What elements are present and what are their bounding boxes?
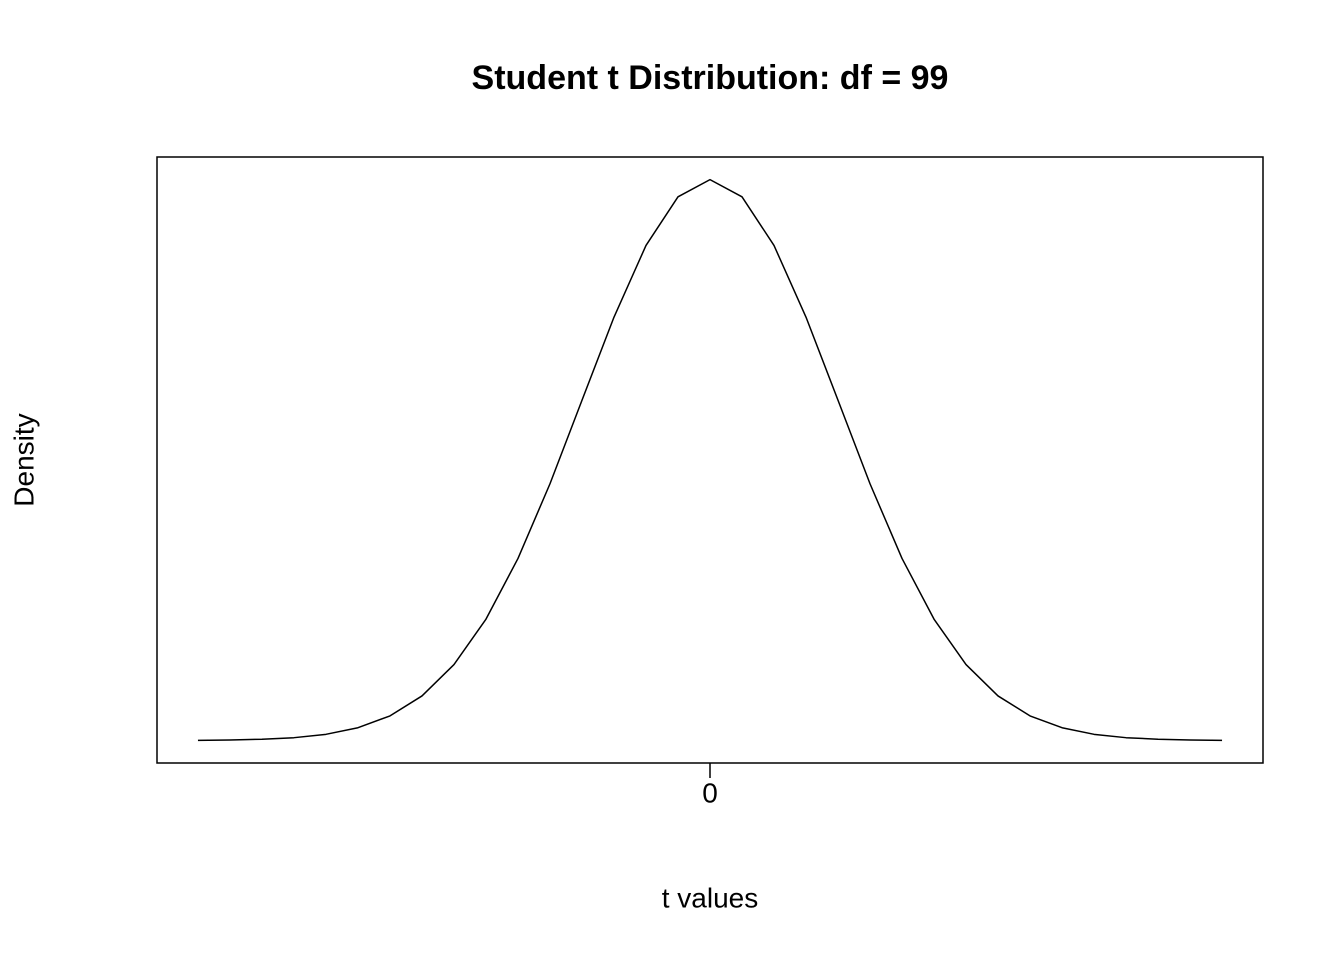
chart-title: Student t Distribution: df = 99 [472,59,949,97]
x-axis-label: t values [662,882,759,913]
density-curve [197,178,1223,742]
x-tick-label: 0 [702,777,718,808]
y-axis-label: Density [8,413,39,506]
plot-frame [156,156,1264,764]
